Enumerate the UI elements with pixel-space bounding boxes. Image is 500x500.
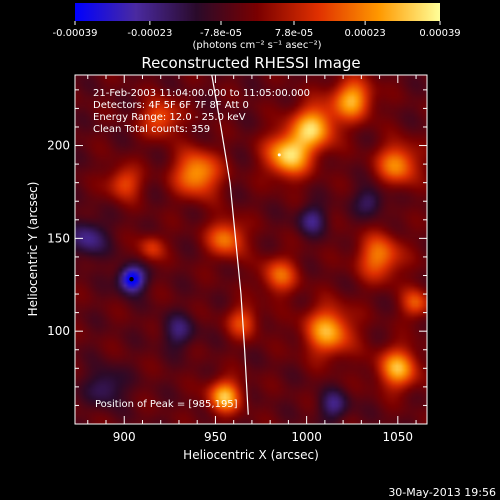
annotation-counts: Clean Total counts: 359 <box>93 124 210 135</box>
x-tick-label: 1050 <box>383 430 414 444</box>
peak-marker <box>277 153 281 157</box>
colorbar-unit-label: (photons cm⁻² s⁻¹ asec⁻²) <box>192 40 321 51</box>
y-tick-label: 200 <box>47 139 70 153</box>
colorbar-tick-label: -0.00023 <box>127 28 172 39</box>
annotation-energy-range: Energy Range: 12.0 - 25.0 keV <box>93 112 246 123</box>
peak-position-label: Position of Peak = [985,195] <box>95 399 238 410</box>
heatmap-image <box>75 75 427 424</box>
colorbar-ticks: -0.00039 -0.00023 -7.8e-05 7.8e-05 0.00023 0.… <box>53 21 461 39</box>
info-annotations: 21-Feb-2003 11:04:00.000 to 11:05:00.000… <box>93 88 310 410</box>
colorbar-strip <box>75 3 440 21</box>
annotation-time-range: 21-Feb-2003 11:04:00.000 to 11:05:00.000 <box>93 88 310 99</box>
x-axis-label: Heliocentric X (arcsec) <box>183 448 319 462</box>
footer-date: 30-May-2013 19:56 <box>388 486 496 499</box>
chart-title: Reconstructed RHESSI Image <box>141 54 360 72</box>
x-tick-label: 900 <box>113 430 136 444</box>
colorbar-tick-label: -0.00039 <box>53 28 98 39</box>
axis-ticks: 900 950 1000 1050 100 150 200 <box>47 75 427 444</box>
minimum-marker <box>129 277 134 282</box>
colorbar-tick-label: -7.8e-05 <box>200 28 242 39</box>
y-tick-label: 150 <box>47 231 70 245</box>
x-tick-label: 950 <box>204 430 227 444</box>
y-tick-label: 100 <box>47 324 70 338</box>
colorbar-tick-label: 0.00039 <box>419 28 460 39</box>
plot-frame <box>74 74 428 425</box>
colorbar: -0.00039 -0.00023 -7.8e-05 7.8e-05 0.00023 0.… <box>53 3 461 51</box>
plot-area: 900 950 1000 1050 100 150 200 <box>47 74 428 444</box>
x-tick-label: 1000 <box>291 430 322 444</box>
heatmap-marks <box>129 153 281 282</box>
y-axis-label: Heliocentric Y (arcsec) <box>26 182 40 317</box>
colorbar-tick-label: 7.8e-05 <box>275 28 313 39</box>
solar-limb-curve <box>211 75 249 415</box>
annotation-detectors: Detectors: 4F 5F 6F 7F 8F Att 0 <box>93 100 249 111</box>
colorbar-tick-label: 0.00023 <box>344 28 385 39</box>
